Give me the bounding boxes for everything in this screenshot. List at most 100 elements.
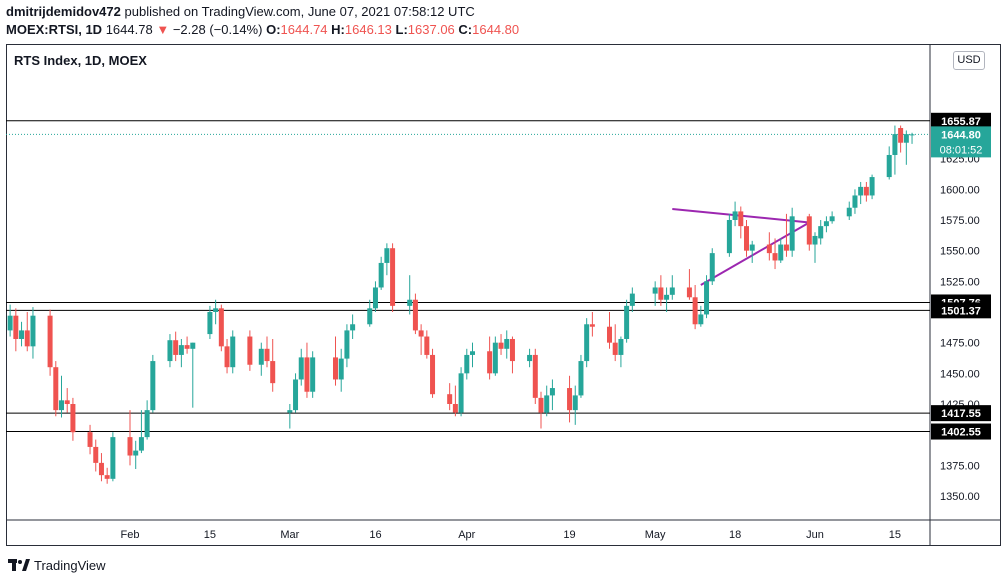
candle-body — [869, 177, 875, 196]
candle-body — [532, 354, 538, 398]
candle-body — [487, 351, 493, 374]
y-tick-label: 1475.00 — [940, 338, 980, 350]
publisher-name[interactable]: dmitrijdemidov472 — [6, 4, 121, 19]
level-label-box — [931, 112, 991, 129]
x-tick-label: May — [645, 529, 666, 541]
candle-body — [304, 357, 310, 392]
candle-body — [846, 207, 852, 217]
candle-body — [498, 342, 504, 349]
candle-body — [686, 287, 692, 298]
horizontal-levels — [6, 120, 930, 433]
candle-body — [138, 437, 144, 451]
y-tick-label: 1600.00 — [940, 184, 980, 196]
candle-body — [98, 462, 104, 476]
open-value: 1644.74 — [280, 22, 328, 37]
candle-body — [344, 330, 350, 359]
candle-body — [333, 357, 338, 380]
y-tick-label: 1525.00 — [940, 276, 980, 288]
candle-body — [823, 221, 829, 227]
candle-body — [367, 308, 373, 325]
close-label: C: — [458, 22, 473, 37]
candle-body — [458, 373, 464, 413]
high-label: H: — [331, 22, 345, 37]
candle-body — [492, 342, 498, 374]
candle-body — [167, 340, 173, 362]
change-arrow-icon: ▼ — [156, 22, 170, 37]
candle-body — [178, 345, 184, 355]
candle-body — [464, 354, 470, 374]
candle-body — [184, 345, 190, 349]
level-label: 1501.37 — [941, 305, 981, 317]
candle-body — [726, 220, 732, 254]
level-label-box — [931, 423, 991, 440]
candle-body — [430, 354, 436, 395]
level-label: 1655.87 — [941, 116, 981, 128]
candle-body — [783, 244, 789, 251]
candles — [7, 125, 915, 484]
candle-body — [806, 216, 812, 245]
candle-body — [133, 450, 139, 456]
countdown-label: 08:01:52 — [940, 144, 983, 156]
candle-body — [818, 226, 824, 239]
candle-body — [298, 357, 304, 380]
candle-body — [704, 281, 710, 315]
time-axis[interactable]: Feb 15 Mar 16 Apr 19 May 18 Jun 15 — [121, 529, 902, 541]
publish-header: dmitrijdemidov472 published on TradingVi… — [6, 4, 475, 19]
published-text: published on TradingView.com, June 07, 2… — [124, 4, 475, 19]
candle-body — [749, 244, 755, 251]
candle-body — [470, 351, 475, 355]
x-tick-label: 16 — [369, 529, 381, 541]
candle-body — [898, 128, 904, 143]
candle-body — [658, 287, 664, 300]
candle-body — [59, 400, 64, 411]
x-tick-label: 18 — [729, 529, 741, 541]
candle-body — [567, 388, 573, 411]
candle-body — [418, 330, 424, 337]
candle-body — [778, 244, 784, 261]
candle-body — [858, 186, 864, 196]
candle-body — [452, 404, 458, 413]
candle-body — [664, 294, 670, 300]
candle-body — [886, 154, 892, 178]
candle-body — [829, 216, 835, 222]
candle-body — [218, 308, 224, 347]
last-price-box — [931, 126, 991, 158]
candle-body — [87, 432, 93, 447]
candle-body — [378, 262, 384, 288]
candle-body — [293, 379, 299, 411]
footer: TradingView — [8, 558, 106, 574]
y-tick-label: 1350.00 — [940, 491, 980, 503]
candle-body — [698, 314, 704, 325]
price-change: −2.28 (−0.14%) — [172, 22, 263, 37]
candle-body — [384, 248, 390, 263]
candle-body — [584, 324, 590, 362]
candle-body — [173, 340, 179, 355]
x-tick-label: 15 — [204, 529, 216, 541]
candle-body — [390, 248, 396, 306]
candle-body — [310, 357, 316, 392]
candle-body — [19, 330, 25, 339]
candle-body — [93, 446, 99, 463]
candle-body — [578, 361, 584, 396]
candle-body — [766, 244, 772, 254]
candle-body — [264, 348, 270, 362]
candle-body — [772, 253, 778, 261]
candle-body — [629, 293, 635, 306]
candle-body — [549, 388, 555, 396]
candle-body — [64, 400, 70, 404]
candle-body — [144, 410, 150, 438]
currency-badge[interactable]: USD — [953, 51, 985, 70]
level-label: 1417.55 — [941, 408, 981, 420]
x-tick-label: Apr — [458, 529, 475, 541]
candle-body — [509, 338, 515, 362]
x-tick-label: Feb — [121, 529, 140, 541]
chart-title: RTS Index, 1D, MOEX — [14, 53, 147, 68]
candle-body — [504, 338, 510, 349]
candle-body — [270, 361, 276, 384]
y-tick-label: 1375.00 — [940, 460, 980, 472]
x-tick-label: Jun — [806, 529, 824, 541]
low-label: L: — [395, 22, 408, 37]
y-tick-label: 1575.00 — [940, 215, 980, 227]
x-tick-label: 19 — [563, 529, 575, 541]
